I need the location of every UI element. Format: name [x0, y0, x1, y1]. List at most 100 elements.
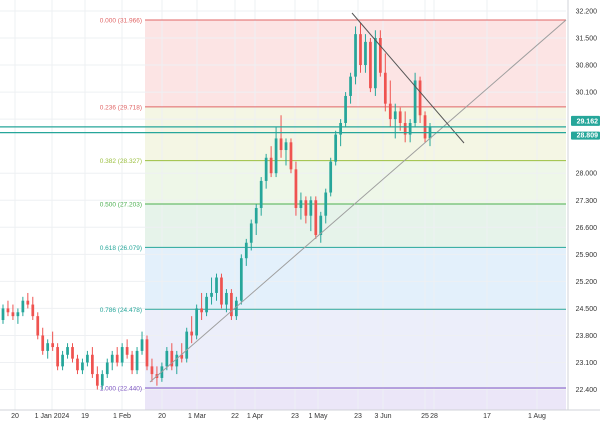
- fib-level-label: 0.500 (27.203): [100, 202, 142, 209]
- price-tags: 29.162 28.809: [571, 115, 600, 140]
- price-tick-label: 31.500: [576, 36, 598, 43]
- fib-band: [145, 388, 566, 410]
- candle: [36, 312, 40, 340]
- candle-body: [185, 331, 189, 359]
- price-tick-label: 30.800: [576, 63, 598, 70]
- candle-body: [71, 347, 74, 359]
- candle: [299, 192, 303, 220]
- price-tick-label: 22.400: [576, 387, 598, 394]
- candle-body: [359, 34, 362, 66]
- candle: [110, 350, 114, 371]
- candle: [205, 292, 208, 317]
- candle: [344, 92, 347, 127]
- candle: [269, 146, 273, 178]
- candle-body: [225, 292, 228, 305]
- candle: [279, 115, 283, 158]
- candle-body: [254, 207, 258, 224]
- grid-lines: [0, 0, 566, 410]
- candle: [369, 38, 372, 93]
- candle: [408, 119, 412, 143]
- candle: [175, 350, 179, 375]
- candle: [21, 296, 25, 317]
- candle: [349, 72, 352, 104]
- time-tick-label: 1 Feb: [113, 413, 131, 420]
- candle: [304, 196, 308, 224]
- ascending-trendline[interactable]: [149, 19, 567, 383]
- candle-body: [150, 366, 154, 375]
- candle: [56, 343, 59, 371]
- candle-body: [46, 343, 50, 351]
- candle-body: [56, 347, 59, 367]
- candle: [81, 358, 84, 375]
- candle-body: [145, 339, 149, 367]
- price-tick-label: 30.100: [576, 90, 598, 97]
- candle-body: [115, 354, 119, 363]
- candle-body: [413, 80, 417, 123]
- trend-drawings: [149, 12, 567, 383]
- candle-body: [100, 374, 104, 386]
- price-tick-label: 25.200: [576, 279, 598, 286]
- fib-band: [145, 160, 566, 204]
- candle: [100, 370, 104, 390]
- candle-body: [210, 292, 213, 297]
- candle: [234, 296, 238, 321]
- fib-level-label: 0.382 (28.327): [100, 158, 142, 165]
- candle: [76, 354, 79, 375]
- candle: [185, 327, 189, 363]
- candle: [200, 292, 203, 321]
- candle-body: [66, 347, 69, 355]
- candle: [334, 130, 338, 166]
- candles: [1, 22, 432, 390]
- candle: [220, 273, 223, 309]
- price-axis: 32.20031.50030.80030.10029.40028.00027.3…: [567, 0, 600, 421]
- candle: [31, 296, 35, 321]
- candle: [230, 289, 233, 321]
- candle: [259, 177, 263, 216]
- candle-body: [86, 354, 89, 363]
- candle-body: [289, 142, 293, 170]
- candle: [254, 204, 258, 236]
- candle: [61, 350, 64, 371]
- time-axis: 20 1 Jan 2024 19 1 Feb 20 1 Mar 22 1 Apr 23 1 May…: [0, 409, 600, 421]
- candle-body: [324, 192, 328, 216]
- horizontal-lines: [0, 126, 566, 134]
- candle: [388, 80, 392, 127]
- candle-body: [41, 335, 45, 351]
- candle-body: [215, 277, 218, 293]
- price-tick-label: 32.200: [576, 8, 598, 15]
- fib-band: [145, 204, 566, 248]
- candle: [95, 366, 99, 390]
- candle: [6, 300, 10, 317]
- fib-level-label: 1.000 (22.440): [100, 386, 142, 393]
- last-price-tag: [571, 115, 600, 126]
- time-tick-label: 1 Aug: [528, 413, 546, 420]
- candle-body: [349, 76, 352, 96]
- fib-level-label: 0.618 (26.079): [100, 245, 142, 252]
- candle-body: [135, 350, 139, 371]
- fib-level-label: 0.236 (29.718): [100, 104, 142, 111]
- fibonacci-levels: 0.000 (31.966) 0.236 (29.718) 0.382 (28.32…: [100, 18, 566, 393]
- time-tick-label: 1 May: [308, 413, 328, 420]
- candle-body: [383, 72, 387, 104]
- candle: [359, 22, 362, 73]
- candle: [86, 350, 89, 367]
- time-tick-label: 19: [81, 413, 89, 420]
- candle-body: [11, 312, 15, 317]
- candle-body: [264, 157, 268, 181]
- price-tick-label: 26.600: [576, 225, 598, 232]
- fib-band: [145, 309, 566, 388]
- descending-trendline[interactable]: [351, 12, 465, 144]
- last-price-value: 29.162: [577, 118, 599, 125]
- candle: [150, 358, 154, 382]
- price-tick-label: 27.300: [576, 198, 598, 205]
- candle: [324, 188, 328, 224]
- candle-body: [91, 354, 94, 375]
- candle-body: [294, 169, 298, 208]
- candle: [383, 53, 387, 112]
- candle-body: [81, 362, 84, 371]
- candle: [130, 350, 134, 375]
- candle: [145, 335, 149, 371]
- time-axis-bg: [0, 410, 600, 421]
- candle-body: [344, 95, 347, 123]
- candle-body: [1, 308, 5, 321]
